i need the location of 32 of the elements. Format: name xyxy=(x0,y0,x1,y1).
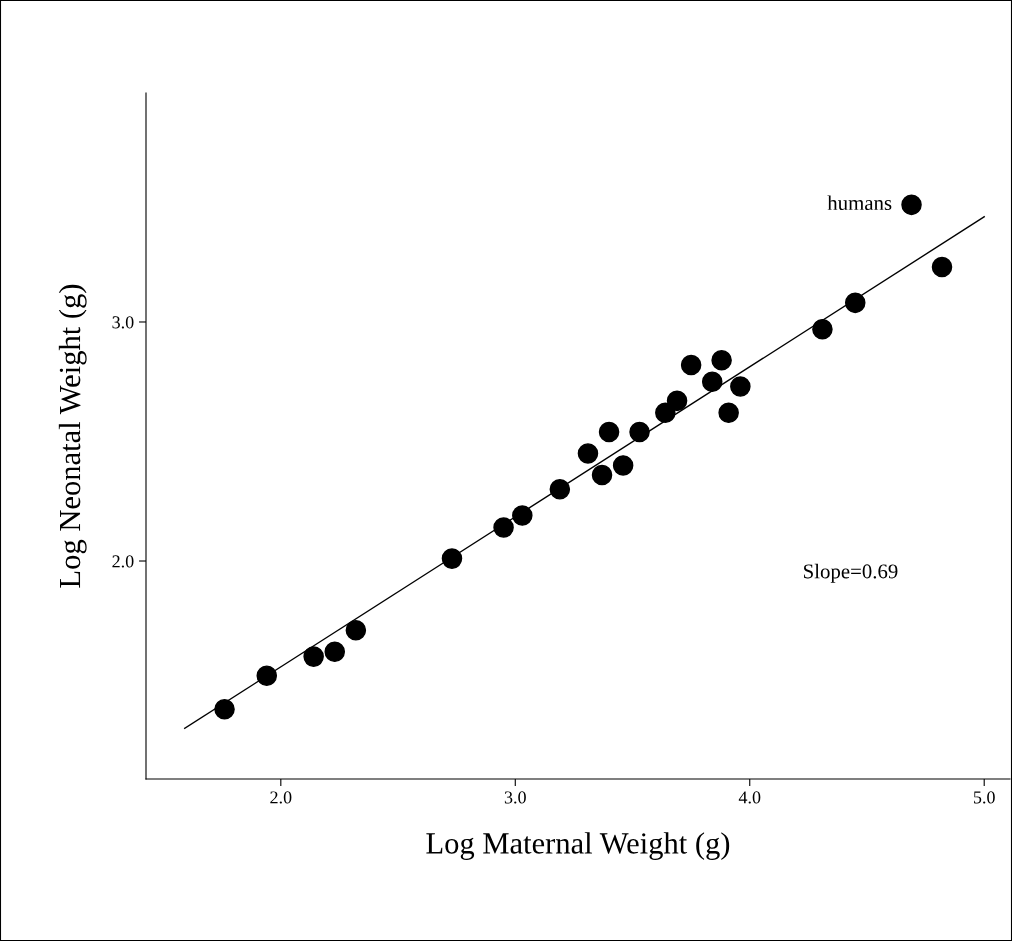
point xyxy=(666,390,688,412)
point xyxy=(629,421,650,443)
point xyxy=(512,505,533,526)
point xyxy=(549,479,571,500)
annotation: Slope=0.69 xyxy=(804,563,898,583)
point xyxy=(441,548,463,569)
point xyxy=(730,376,751,397)
point xyxy=(256,665,278,687)
point xyxy=(577,443,599,464)
point xyxy=(303,646,324,667)
x-tick-label: 5.0 xyxy=(973,791,995,804)
point xyxy=(812,318,833,340)
x-tick-label: 2.0 xyxy=(270,791,292,804)
point xyxy=(844,292,866,314)
x-axis-title: Log Maternal Weight (g) xyxy=(426,832,730,860)
point xyxy=(711,349,732,371)
point xyxy=(931,256,953,278)
point xyxy=(701,371,723,393)
point xyxy=(345,620,367,641)
point xyxy=(718,402,739,424)
annotation: humans xyxy=(827,195,892,211)
y-axis-title: Log Neonatal Weight (g) xyxy=(58,284,87,588)
x-tick-label: 3.0 xyxy=(504,791,526,804)
point xyxy=(901,194,922,216)
point xyxy=(493,517,514,538)
point xyxy=(680,354,702,376)
x-tick-label: 4.0 xyxy=(738,791,761,804)
point xyxy=(591,464,613,486)
point xyxy=(324,641,346,663)
point xyxy=(598,421,620,443)
point xyxy=(612,455,634,476)
point xyxy=(214,698,235,720)
